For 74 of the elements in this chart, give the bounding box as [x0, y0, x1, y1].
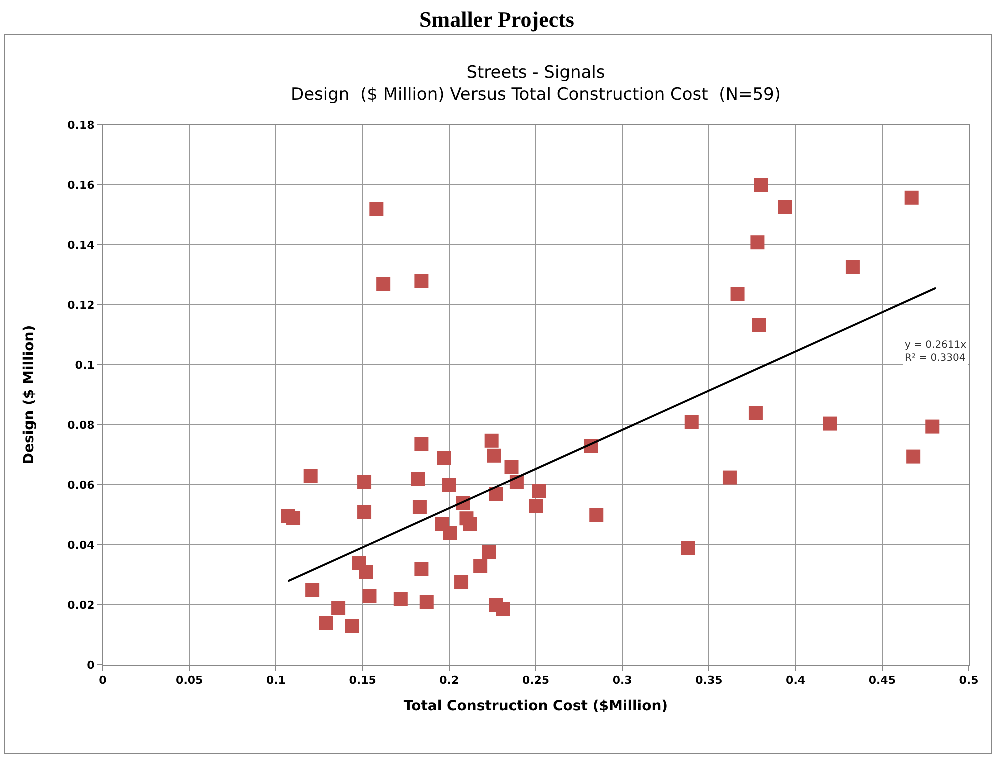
point: [319, 616, 334, 630]
x-tick-label: 0: [99, 674, 108, 688]
x-tick-label: 0.5: [959, 674, 979, 688]
y-tick-label: 0.14: [68, 238, 96, 252]
point: [748, 406, 763, 420]
point: [358, 505, 372, 519]
y-tick-label: 0.18: [68, 118, 95, 132]
y-tick-label: 0.16: [68, 178, 96, 192]
point: [823, 416, 838, 431]
point: [926, 420, 940, 434]
point: [487, 448, 502, 463]
y-tick-label: 0.1: [75, 358, 95, 372]
point: [489, 487, 504, 501]
point: [778, 200, 792, 214]
point: [846, 260, 860, 274]
point: [752, 318, 766, 332]
point: [529, 499, 543, 513]
point: [504, 460, 519, 474]
point: [496, 602, 510, 616]
y-tick-label: 0: [87, 658, 96, 672]
x-tick-label: 0.2: [440, 674, 460, 688]
point: [362, 589, 377, 603]
y-tick-label: 0.02: [68, 598, 95, 612]
x-tick-label: 0.4: [786, 674, 806, 688]
x-tick-label: 0.05: [176, 674, 204, 688]
point: [482, 546, 496, 560]
point: [414, 562, 429, 576]
x-tick-label: 0.1: [266, 674, 286, 688]
point: [754, 178, 768, 192]
point: [420, 595, 434, 609]
x-axis-title: Total Construction Cost ($Million): [404, 698, 668, 714]
point: [412, 500, 427, 514]
annotation: y = 0.2611x R² = 0.3304: [905, 340, 967, 364]
point: [484, 434, 499, 448]
y-tick-label: 0.12: [68, 298, 95, 312]
point: [359, 565, 374, 579]
x-tick-label: 0.3: [612, 674, 632, 688]
y-tick-label: 0.06: [68, 478, 96, 492]
point: [442, 478, 456, 492]
point: [376, 277, 391, 291]
point: [304, 469, 318, 483]
x-tick-label: 0.25: [522, 674, 550, 688]
point: [906, 450, 921, 464]
point: [590, 508, 604, 522]
point: [750, 236, 765, 250]
point: [532, 484, 546, 498]
point: [394, 592, 408, 606]
x-tick-label: 0.35: [696, 674, 723, 688]
y-tick-label: 0.08: [68, 418, 95, 432]
point: [454, 575, 469, 590]
point: [345, 619, 360, 633]
point: [437, 451, 452, 465]
point: [358, 475, 372, 489]
point: [474, 559, 488, 573]
point: [332, 601, 346, 615]
point: [684, 415, 699, 429]
x-tick-label: 0.15: [349, 674, 376, 688]
point: [414, 438, 429, 452]
point: [463, 517, 478, 531]
chart-subtitle: Streets - Signals Design ($ Million) Versus Total Construction Cost (N=59): [291, 63, 781, 106]
point: [443, 526, 458, 540]
y-tick-label: 0.04: [68, 538, 96, 552]
point: [414, 274, 429, 288]
point: [306, 583, 320, 597]
point: [411, 472, 426, 486]
point: [730, 288, 745, 302]
point: [286, 511, 301, 525]
point: [904, 190, 919, 205]
x-tick-label: 0.45: [868, 674, 896, 688]
y-axis-title: Design ($ Million): [21, 325, 38, 465]
point: [681, 541, 696, 555]
point: [722, 470, 737, 485]
chart-title: Smaller Projects: [418, 6, 576, 34]
point: [370, 202, 384, 216]
